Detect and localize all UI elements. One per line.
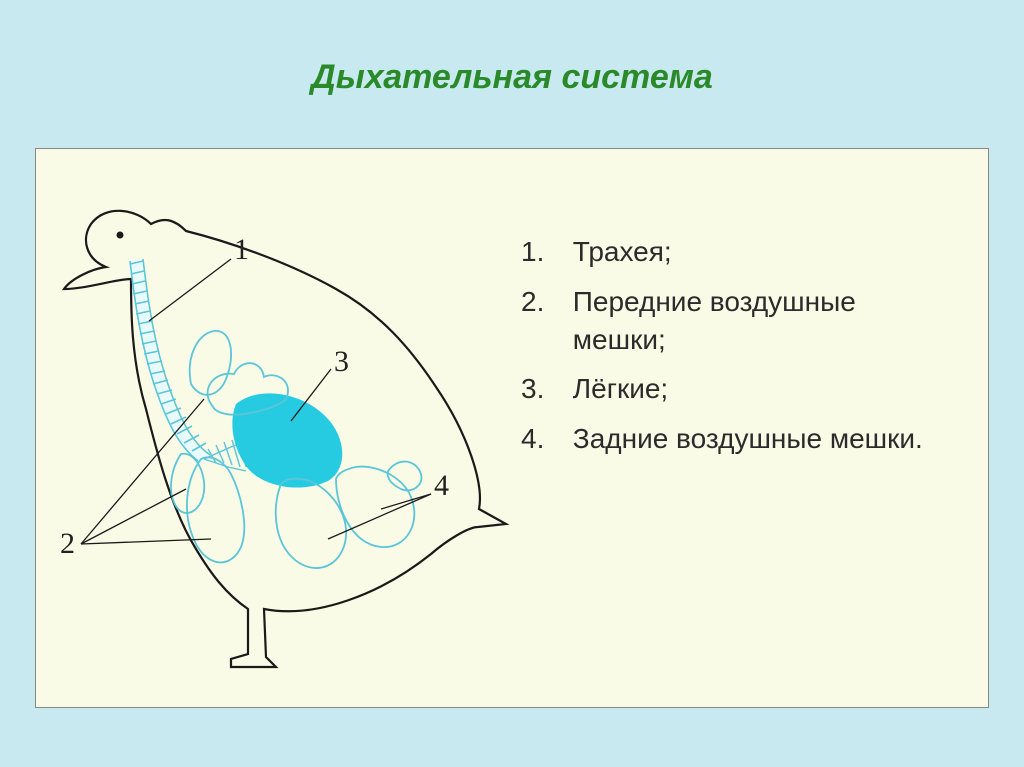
- legend-item: 3. Лёгкие;: [521, 364, 961, 414]
- legend-label: Лёгкие;: [573, 370, 668, 408]
- legend-item: 2. Передние воздушные мешки;: [521, 277, 961, 365]
- bird-respiratory-diagram: [36, 149, 516, 709]
- callout-4: 4: [434, 469, 449, 503]
- callout-2: 2: [60, 527, 75, 561]
- legend-item: 4. Задние воздушные мешки.: [521, 414, 961, 464]
- legend-number: 1.: [521, 233, 565, 271]
- slide: Дыхательная система: [0, 0, 1024, 767]
- legend: 1. Трахея; 2. Передние воздушные мешки; …: [521, 227, 961, 464]
- diagram-area: 1 2 3 4: [36, 149, 516, 709]
- lungs: [232, 393, 342, 487]
- legend-number: 4.: [521, 420, 565, 458]
- callout-3: 3: [334, 345, 349, 379]
- content-box: 1 2 3 4 1. Трахея; 2. Передние воздушные…: [35, 148, 989, 708]
- legend-label: Трахея;: [573, 233, 672, 271]
- legend-number: 2.: [521, 283, 565, 321]
- legend-label: Задние воздушные мешки.: [573, 420, 923, 458]
- bird-eye: [117, 232, 124, 239]
- trachea: [130, 259, 210, 461]
- callout-1: 1: [234, 233, 249, 267]
- legend-item: 1. Трахея;: [521, 227, 961, 277]
- slide-title: Дыхательная система: [0, 58, 1024, 97]
- legend-number: 3.: [521, 370, 565, 408]
- legend-label: Передние воздушные мешки;: [573, 283, 953, 359]
